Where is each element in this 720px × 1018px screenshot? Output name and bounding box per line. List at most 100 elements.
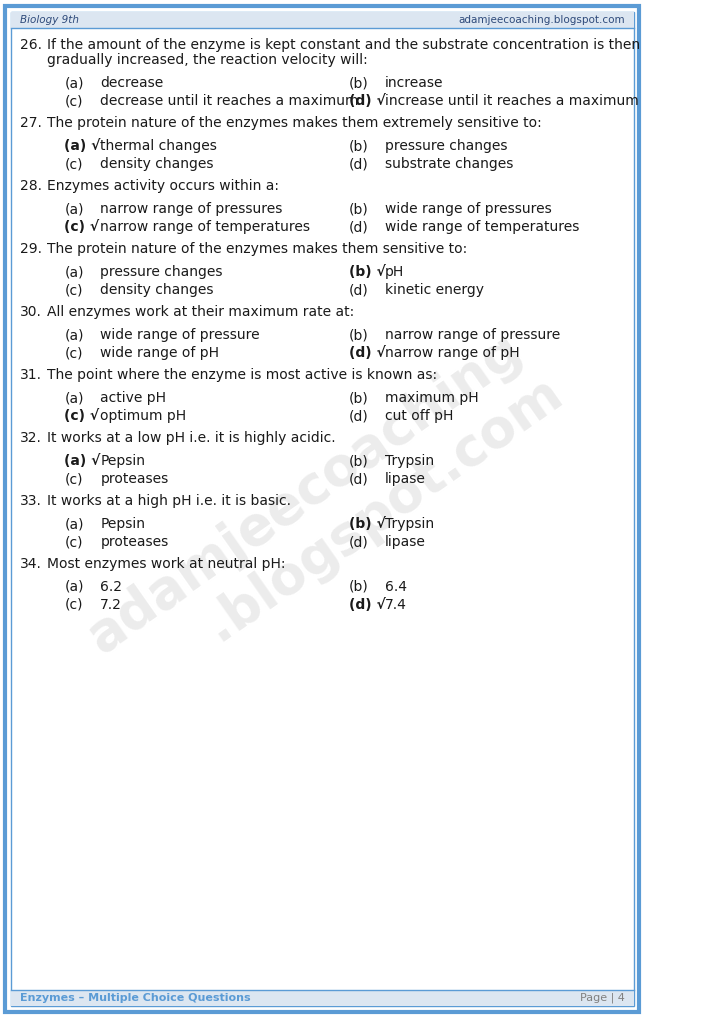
Text: (c) √: (c) √ — [65, 409, 99, 423]
Text: If the amount of the enzyme is kept constant and the substrate concentration is : If the amount of the enzyme is kept cons… — [47, 38, 639, 52]
Text: Pepsin: Pepsin — [100, 517, 145, 531]
Text: (d): (d) — [349, 157, 369, 171]
Text: All enzymes work at their maximum rate at:: All enzymes work at their maximum rate a… — [47, 305, 354, 319]
Text: 7.2: 7.2 — [100, 598, 122, 612]
Text: adamjeecoaching.blogspot.com: adamjeecoaching.blogspot.com — [458, 15, 625, 25]
Text: 28.: 28. — [19, 179, 42, 193]
Text: decrease: decrease — [100, 76, 163, 90]
Text: maximum pH: maximum pH — [385, 391, 479, 405]
Text: thermal changes: thermal changes — [100, 139, 217, 153]
Text: It works at a low pH i.e. it is highly acidic.: It works at a low pH i.e. it is highly a… — [47, 431, 336, 445]
Text: (a): (a) — [65, 328, 84, 342]
FancyBboxPatch shape — [11, 989, 634, 1006]
Text: decrease until it reaches a maximum: decrease until it reaches a maximum — [100, 94, 359, 108]
Text: (b) √: (b) √ — [349, 265, 386, 279]
Text: The protein nature of the enzymes makes them extremely sensitive to:: The protein nature of the enzymes makes … — [47, 116, 541, 130]
Text: (d) √: (d) √ — [349, 598, 386, 612]
Text: 30.: 30. — [19, 305, 42, 319]
Text: 31.: 31. — [19, 367, 42, 382]
Text: pH: pH — [385, 265, 404, 279]
Text: pressure changes: pressure changes — [385, 139, 508, 153]
Text: (b): (b) — [349, 328, 369, 342]
Text: lipase: lipase — [385, 472, 426, 486]
Text: (a): (a) — [65, 580, 84, 593]
Text: The point where the enzyme is most active is known as:: The point where the enzyme is most activ… — [47, 367, 436, 382]
Text: (d): (d) — [349, 472, 369, 486]
Text: (b): (b) — [349, 202, 369, 216]
Text: 6.4: 6.4 — [385, 580, 407, 593]
Text: 34.: 34. — [19, 557, 42, 571]
FancyBboxPatch shape — [5, 6, 639, 1012]
Text: narrow range of pH: narrow range of pH — [385, 346, 520, 360]
Text: wide range of pressures: wide range of pressures — [385, 202, 552, 216]
Text: cut off pH: cut off pH — [385, 409, 454, 423]
Text: It works at a high pH i.e. it is basic.: It works at a high pH i.e. it is basic. — [47, 494, 291, 508]
Text: active pH: active pH — [100, 391, 166, 405]
Text: Enzymes activity occurs within a:: Enzymes activity occurs within a: — [47, 179, 279, 193]
Text: (d) √: (d) √ — [349, 346, 386, 360]
Text: (d): (d) — [349, 409, 369, 423]
Text: Most enzymes work at neutral pH:: Most enzymes work at neutral pH: — [47, 557, 285, 571]
Text: wide range of pressure: wide range of pressure — [100, 328, 260, 342]
Text: substrate changes: substrate changes — [385, 157, 513, 171]
Text: 32.: 32. — [19, 431, 42, 445]
FancyBboxPatch shape — [11, 12, 634, 1006]
Text: (d): (d) — [349, 535, 369, 549]
Text: (c) √: (c) √ — [65, 220, 99, 234]
Text: Trypsin: Trypsin — [385, 454, 434, 468]
Text: (b): (b) — [349, 76, 369, 90]
Text: Enzymes – Multiple Choice Questions: Enzymes – Multiple Choice Questions — [19, 993, 251, 1003]
Text: narrow range of pressures: narrow range of pressures — [100, 202, 283, 216]
Text: increase: increase — [385, 76, 444, 90]
Text: proteases: proteases — [100, 535, 168, 549]
Text: wide range of temperatures: wide range of temperatures — [385, 220, 580, 234]
Text: (d) √: (d) √ — [349, 94, 386, 108]
Text: (b): (b) — [349, 580, 369, 593]
Text: Page | 4: Page | 4 — [580, 993, 625, 1004]
Text: Biology 9th: Biology 9th — [19, 15, 78, 25]
Text: (b): (b) — [349, 391, 369, 405]
Text: (c): (c) — [65, 598, 83, 612]
Text: density changes: density changes — [100, 157, 214, 171]
Text: (a): (a) — [65, 202, 84, 216]
Text: Pepsin: Pepsin — [100, 454, 145, 468]
Text: (b): (b) — [349, 454, 369, 468]
Text: pressure changes: pressure changes — [100, 265, 222, 279]
Text: optimum pH: optimum pH — [100, 409, 186, 423]
Text: Trypsin: Trypsin — [385, 517, 434, 531]
Text: (a) √: (a) √ — [65, 139, 101, 153]
Text: 7.4: 7.4 — [385, 598, 407, 612]
Text: kinetic energy: kinetic energy — [385, 283, 484, 297]
Text: (a): (a) — [65, 391, 84, 405]
Text: (b): (b) — [349, 139, 369, 153]
Text: (a): (a) — [65, 76, 84, 90]
Text: (c): (c) — [65, 346, 83, 360]
Text: (d): (d) — [349, 220, 369, 234]
Text: 29.: 29. — [19, 242, 42, 256]
Text: (c): (c) — [65, 94, 83, 108]
Text: 33.: 33. — [19, 494, 42, 508]
Text: wide range of pH: wide range of pH — [100, 346, 220, 360]
FancyBboxPatch shape — [11, 12, 634, 29]
Text: (a): (a) — [65, 265, 84, 279]
Text: lipase: lipase — [385, 535, 426, 549]
Text: (a) √: (a) √ — [65, 454, 101, 468]
Text: (c): (c) — [65, 472, 83, 486]
Text: 6.2: 6.2 — [100, 580, 122, 593]
Text: density changes: density changes — [100, 283, 214, 297]
Text: narrow range of temperatures: narrow range of temperatures — [100, 220, 310, 234]
Text: adamjeecoaching
      .blogspot.com: adamjeecoaching .blogspot.com — [72, 320, 573, 717]
Text: (a): (a) — [65, 517, 84, 531]
Text: (c): (c) — [65, 283, 83, 297]
Text: 27.: 27. — [19, 116, 42, 130]
Text: (b) √: (b) √ — [349, 517, 386, 531]
Text: 26.: 26. — [19, 38, 42, 52]
Text: narrow range of pressure: narrow range of pressure — [385, 328, 560, 342]
Text: gradually increased, the reaction velocity will:: gradually increased, the reaction veloci… — [47, 53, 367, 67]
Text: (d): (d) — [349, 283, 369, 297]
Text: The protein nature of the enzymes makes them sensitive to:: The protein nature of the enzymes makes … — [47, 242, 467, 256]
Text: increase until it reaches a maximum: increase until it reaches a maximum — [385, 94, 639, 108]
Text: proteases: proteases — [100, 472, 168, 486]
Text: (c): (c) — [65, 535, 83, 549]
Text: (c): (c) — [65, 157, 83, 171]
